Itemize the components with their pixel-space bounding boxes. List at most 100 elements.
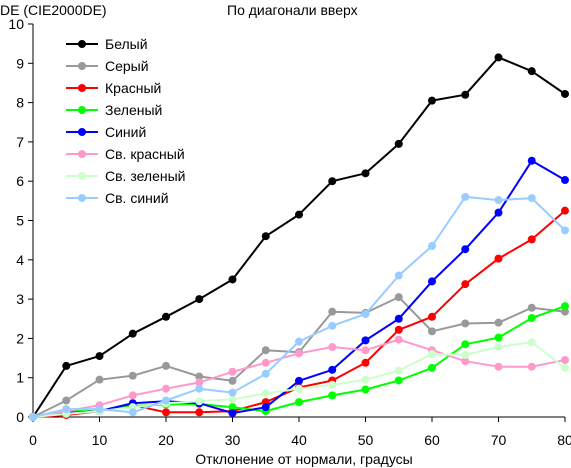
data-point xyxy=(62,405,71,414)
data-point xyxy=(95,405,104,414)
x-axis-label: Отклонение от нормали, градусы xyxy=(195,451,412,467)
data-point xyxy=(295,337,303,346)
y-tick-label: 8 xyxy=(16,95,24,111)
data-point xyxy=(361,336,370,345)
data-point xyxy=(162,312,170,321)
data-point xyxy=(527,156,536,165)
data-point xyxy=(261,389,270,398)
data-point xyxy=(494,196,503,205)
data-point xyxy=(328,343,337,352)
data-point xyxy=(527,194,536,203)
data-point xyxy=(95,352,104,361)
data-point xyxy=(461,340,470,349)
data-point xyxy=(461,245,470,254)
legend-label: Св. красный xyxy=(105,146,185,162)
data-point xyxy=(195,295,204,304)
data-point xyxy=(561,307,569,316)
data-point xyxy=(527,362,536,371)
data-point xyxy=(62,396,71,405)
legend-background xyxy=(54,31,194,209)
y-tick-label: 0 xyxy=(16,409,24,425)
legend-swatch-marker xyxy=(78,150,86,158)
data-point xyxy=(494,343,503,352)
chart-title: По диагонали вверх xyxy=(227,2,358,18)
legend-label: Красный xyxy=(105,80,161,96)
data-point xyxy=(428,350,436,359)
data-point xyxy=(394,293,403,302)
data-point xyxy=(295,349,303,358)
x-tick-label: 50 xyxy=(358,432,374,448)
data-point xyxy=(394,271,403,280)
y-tick-label: 3 xyxy=(16,291,24,307)
series-4 xyxy=(29,302,569,421)
data-point xyxy=(29,413,37,421)
y-tick-label: 9 xyxy=(16,55,24,71)
y-tick-label: 2 xyxy=(16,330,24,346)
data-point xyxy=(195,397,204,406)
legend-item: Св. красный xyxy=(66,146,185,162)
legend-label: Синий xyxy=(105,124,146,140)
data-point xyxy=(361,169,370,178)
data-point xyxy=(461,350,470,359)
data-point xyxy=(527,235,536,244)
y-axis-label: DE (CIE2000DE) xyxy=(0,2,107,18)
x-tick-label: 60 xyxy=(424,432,440,448)
legend-swatch-marker xyxy=(78,128,86,136)
data-point xyxy=(228,275,237,284)
data-point xyxy=(561,356,569,365)
data-point xyxy=(328,321,337,330)
data-point xyxy=(295,398,303,407)
data-point xyxy=(561,176,569,185)
data-point xyxy=(394,376,403,385)
legend-label: Зеленый xyxy=(105,102,162,118)
data-point xyxy=(195,384,204,393)
data-point xyxy=(195,378,204,387)
legend-label: Белый xyxy=(105,36,148,52)
x-tick-label: 0 xyxy=(29,432,37,448)
data-point xyxy=(494,53,503,62)
y-tick-label: 5 xyxy=(16,213,24,229)
data-point xyxy=(195,372,204,381)
ticks: 0 1 2 3 4 5 6 7 8 9 10 0 10 20 30 40 50 60 70 80 xyxy=(8,16,571,448)
legend-item: Белый xyxy=(66,36,148,52)
x-tick-label: 30 xyxy=(225,432,241,448)
data-point xyxy=(494,208,503,217)
series-layer xyxy=(29,53,569,421)
data-point xyxy=(461,319,470,328)
data-point xyxy=(561,226,569,235)
legend-item: Св. синий xyxy=(66,190,169,206)
data-point xyxy=(494,254,503,263)
data-point xyxy=(261,232,270,241)
data-point xyxy=(295,384,303,393)
legend-item: Св. зеленый xyxy=(66,168,185,184)
data-point xyxy=(394,314,403,323)
data-point xyxy=(561,206,569,215)
legend-swatch-marker xyxy=(78,194,86,202)
data-point xyxy=(361,346,370,355)
y-tick-label: 6 xyxy=(16,173,24,189)
legend-swatch-marker xyxy=(78,172,86,180)
legend-swatch-marker xyxy=(78,62,86,70)
data-point xyxy=(394,139,403,148)
data-point xyxy=(494,333,503,342)
data-point xyxy=(361,385,370,394)
data-point xyxy=(228,367,237,376)
y-tick-label: 10 xyxy=(8,16,24,32)
data-point xyxy=(461,280,470,289)
x-tick-label: 40 xyxy=(291,432,307,448)
data-point xyxy=(328,391,337,400)
x-tick-label: 70 xyxy=(491,432,507,448)
legend: Белый Серый Красный Зеленый Синий Св. красный… xyxy=(54,31,194,209)
data-point xyxy=(228,395,237,404)
data-point xyxy=(428,312,436,321)
data-point xyxy=(494,362,503,371)
y-tick-label: 7 xyxy=(16,134,24,150)
legend-item: Синий xyxy=(66,124,146,140)
data-point xyxy=(494,318,503,327)
data-point xyxy=(361,358,370,367)
data-point xyxy=(228,409,237,418)
data-point xyxy=(561,363,569,372)
data-point xyxy=(361,375,370,384)
legend-swatch-marker xyxy=(78,40,86,48)
